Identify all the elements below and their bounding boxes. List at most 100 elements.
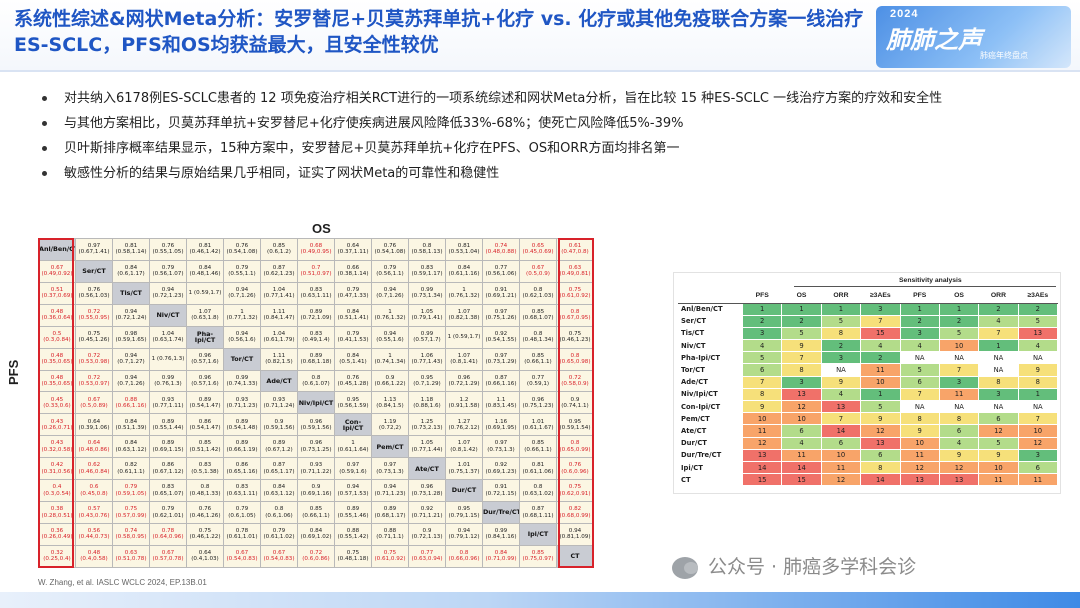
- matrix-cell: 0.94 (0.7,1.27): [112, 347, 150, 371]
- matrix-cell: 0.99 (0.84,1.16): [482, 522, 520, 546]
- sensitivity-rank-cell: 13: [860, 436, 901, 450]
- matrix-cell: 0.94 (0.81,1.09): [556, 522, 594, 546]
- matrix-cell: 0.81 (0.53,1.04): [445, 238, 483, 261]
- sensitivity-rank-cell: NA: [820, 363, 862, 377]
- sensitivity-row-label: Tor/CT: [678, 363, 743, 377]
- matrix-cell: 0.43 (0.26,0.71): [38, 413, 76, 437]
- sensitivity-header-cell: ≥3AEs: [860, 289, 900, 304]
- matrix-cell: 0.92 (0.69,1.23): [482, 457, 520, 481]
- matrix-cell: 1 (0.61,1.64): [334, 435, 372, 459]
- matrix-cell: 0.79 (0.41,1.53): [334, 325, 372, 349]
- matrix-cell: 1 (0.76,1.32): [371, 303, 409, 327]
- matrix-cell: 0.75 (0.48,1.18): [334, 544, 372, 569]
- matrix-cell: 0.8 (0.58,1.13): [408, 238, 446, 261]
- matrix-cell: 0.36 (0.26,0.49): [38, 522, 76, 546]
- matrix-cell: 0.83 (0.65,1.07): [149, 479, 187, 503]
- matrix-cell: 0.64 (0.39,1.06): [75, 413, 113, 437]
- header: 系统性综述&网状Meta分析：安罗替尼+贝莫苏拜单抗+化疗 vs. 化疗或其他免…: [0, 0, 1080, 70]
- matrix-cell: 0.56 (0.44,0.73): [75, 522, 113, 546]
- sensitivity-row: Niv/CT 4 9 2 4 4 10 1 4: [678, 339, 1059, 353]
- matrix-cell: 0.6 (0.45,0.8): [75, 479, 113, 503]
- matrix-cell: 0.93 (0.71,1.24): [260, 391, 298, 415]
- matrix-cell: 0.97 (0.73,1.3): [371, 457, 409, 481]
- matrix-cell: 0.93 (0.71,1.23): [223, 391, 261, 415]
- sensitivity-rank-cell: 10: [899, 436, 940, 450]
- matrix-cell: 0.97 (0.59,1.6): [334, 457, 372, 481]
- matrix-cell: 1.01 (0.61,1.67): [519, 413, 557, 437]
- sensitivity-rank-cell: 14: [860, 473, 901, 487]
- matrix-cell: 0.88 (0.71,1.1): [371, 522, 409, 546]
- matrix-cell: 0.5 (0.3,0.84): [38, 325, 76, 349]
- matrix-cell: 0.65 (0.45,0.69): [519, 238, 557, 261]
- sensitivity-rank-cell: 6: [741, 363, 783, 377]
- matrix-cell: 0.92 (0.71,1.21): [408, 501, 446, 524]
- matrix-cell: 0.98 (0.59,1.65): [112, 325, 150, 349]
- sensitivity-rank-cell: 6: [860, 448, 901, 462]
- sensitivity-header-cell: PFS: [742, 289, 782, 304]
- matrix-cell: 0.9 (0.66,1.22): [371, 369, 409, 393]
- matrix-cell: 0.64 (0.37,1.11): [334, 238, 372, 261]
- matrix-cell: 0.8 (0.65,0.98): [556, 347, 594, 371]
- sensitivity-rank-cell: 8: [978, 375, 1019, 389]
- matrix-cell: 0.85 (0.66,1.1): [519, 347, 557, 371]
- sensitivity-rank-cell: 10: [781, 412, 822, 426]
- sensitivity-rank-cell: 2: [820, 339, 862, 353]
- matrix-cell: 0.84 (0.6,1.17): [112, 259, 150, 283]
- matrix-cell: 1.04 (0.77,1.41): [260, 281, 298, 305]
- matrix-cell: 1.07 (0.82,1.38): [445, 303, 483, 327]
- sensitivity-rank-cell: 7: [741, 375, 783, 389]
- sensitivity-rank-cell: 14: [741, 460, 783, 475]
- sensitivity-rule: [794, 286, 1056, 287]
- matrix-cell: 0.94 (0.56,1.6): [223, 325, 261, 349]
- matrix-cell: 0.86 (0.67,1.12): [149, 457, 187, 481]
- sensitivity-rank-cell: 2: [899, 314, 940, 328]
- matrix-cell: 1 (0.77,1.32): [223, 303, 261, 327]
- bullet-item: 对共纳入6178例ES-SCLC患者的 12 项免疫治疗相关RCT进行的一项系统…: [38, 88, 1028, 109]
- matrix-cell: 0.95 (0.59,1.54): [556, 413, 594, 437]
- matrix-cell: 0.97 (0.73,1.29): [482, 347, 520, 371]
- matrix-cell: 0.96 (0.59,1.56): [297, 413, 335, 437]
- matrix-cell: 0.94 (0.7,1.26): [223, 281, 261, 305]
- sensitivity-rank-cell: 4: [820, 387, 862, 402]
- matrix-diagonal-cell: Ade/CT: [260, 369, 298, 393]
- matrix-cell: 0.7 (0.51,0.97): [297, 259, 335, 283]
- sensitivity-rank-cell: 4: [860, 339, 901, 353]
- sensitivity-rank-cell: 6: [781, 424, 822, 438]
- matrix-row: 0.5 (0.3,0.84) 0.75 (0.45,1.26) 0.98 (0.59…: [38, 325, 594, 349]
- bullet-text: 对共纳入6178例ES-SCLC患者的 12 项免疫治疗相关RCT进行的一项系统…: [64, 91, 943, 106]
- sensitivity-rank-cell: 10: [860, 375, 901, 389]
- matrix-cell: 0.87 (0.62,1.23): [260, 259, 298, 283]
- sensitivity-row: Pha-Ipi/CT 5 7 3 2 NA NA NA NA: [678, 351, 1059, 365]
- sensitivity-rank-cell: 2: [741, 314, 783, 328]
- bullet-dot-icon: [42, 121, 47, 126]
- sensitivity-row: Tor/CT 6 8 NA 11 5 7 NA 9: [678, 363, 1059, 377]
- sensitivity-rank-cell: 13: [1017, 326, 1059, 341]
- sensitivity-rank-cell: 9: [899, 424, 940, 438]
- sensitivity-row-label: Dur/CT: [678, 436, 743, 450]
- sensitivity-rank-cell: 14: [781, 460, 822, 475]
- matrix-diagonal-cell: Ate/CT: [408, 457, 446, 481]
- sensitivity-rank-cell: 11: [781, 448, 822, 462]
- matrix-cell: 0.72 (0.55,0.95): [75, 303, 113, 327]
- matrix-cell: 0.79 (0.61,1.02): [260, 522, 298, 546]
- matrix-cell: 0.76 (0.54,1.08): [223, 238, 261, 261]
- matrix-cell: 0.48 (0.35,0.65): [38, 347, 76, 371]
- matrix-cell: 0.95 (0.7,1.29): [408, 369, 446, 393]
- matrix-cell: 0.89 (0.69,1.15): [149, 435, 187, 459]
- sensitivity-row-label: Ade/CT: [678, 375, 743, 389]
- logo-year: 2024: [890, 8, 919, 20]
- matrix-cell: 1.11 (0.82,1.5): [260, 347, 298, 371]
- pfs-axis-label: PFS: [6, 359, 21, 385]
- matrix-cell: 0.79 (0.62,1.01): [149, 501, 187, 524]
- matrix-cell: 0.85 (0.66,1.1): [297, 501, 335, 524]
- matrix-cell: 1.25 (0.73,2.13): [408, 413, 446, 437]
- sensitivity-row-label: Ipi/CT: [678, 460, 743, 475]
- matrix-cell: 0.76 (0.55,1.05): [149, 238, 187, 261]
- matrix-cell: 0.42 (0.31,0.56): [38, 457, 76, 481]
- sensitivity-header-cell: ORR: [821, 289, 861, 304]
- sensitivity-rank-cell: 9: [1017, 363, 1059, 377]
- matrix-cell: 0.94 (0.72,1.23): [149, 281, 187, 305]
- matrix-cell: 0.51 (0.37,0.69): [38, 281, 76, 305]
- sensitivity-row-label: Ate/CT: [678, 424, 743, 438]
- matrix-diagonal-cell: Pha-Ipi/CT: [186, 325, 224, 349]
